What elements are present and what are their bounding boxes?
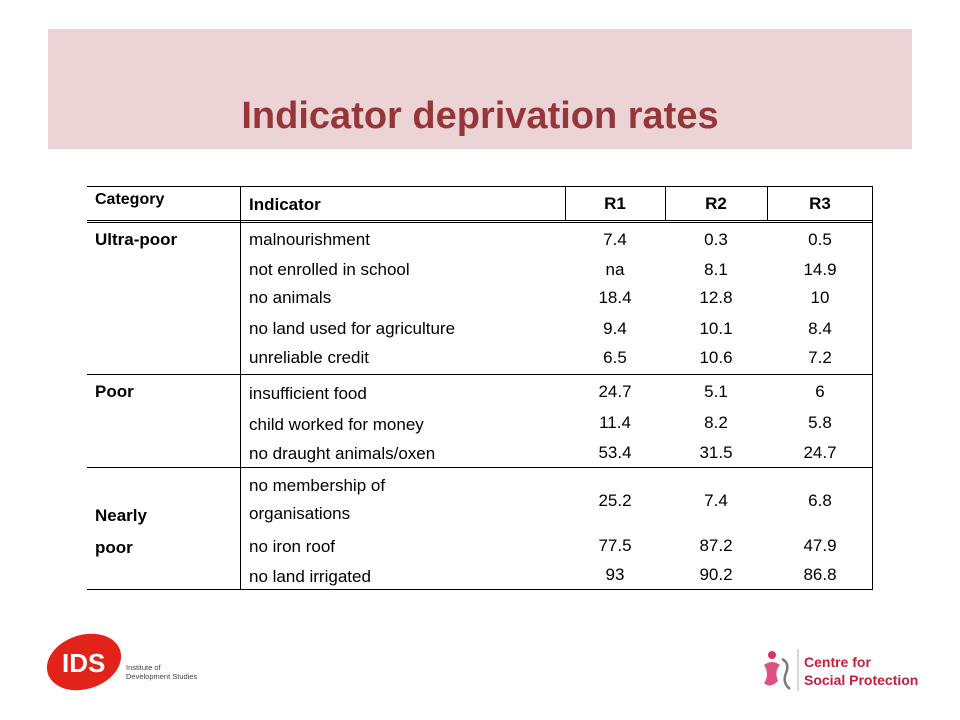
r2-cell: 7.4	[704, 491, 728, 510]
csp-logo-figure	[764, 662, 780, 686]
indicator-cell: no iron roof	[249, 537, 335, 556]
indicator-cell: not enrolled in school	[249, 260, 410, 279]
header-r1: R1	[604, 194, 626, 213]
r3-cell: 7.2	[808, 348, 832, 367]
indicator-cell: malnourishment	[249, 230, 370, 249]
indicator-cell: no draught animals/oxen	[249, 444, 436, 463]
category-poor: Poor	[95, 382, 134, 401]
table-header-row	[87, 186, 873, 223]
category-ultra-poor: Ultra-poor	[95, 230, 178, 249]
r3-cell: 0.5	[808, 230, 832, 249]
ids-name-line2: Development Studies	[126, 672, 198, 681]
csp-logo-head	[768, 651, 776, 659]
r3-cell: 5.8	[808, 413, 832, 432]
indicator-cell: no membership of	[249, 476, 386, 495]
ids-logo-mark	[46, 633, 122, 691]
r3-cell: 24.7	[803, 443, 837, 462]
indicator-cell: child worked for money	[249, 415, 424, 434]
category-nearly-poor-line1: Nearly	[95, 506, 147, 525]
r3-cell: 47.9	[803, 536, 837, 555]
r1-cell: 7.4	[603, 230, 627, 249]
r2-cell: 0.3	[704, 230, 728, 249]
slide-title: Indicator deprivation rates	[241, 95, 719, 137]
csp-name-line2: Social Protection	[804, 672, 918, 688]
r1-cell: na	[605, 260, 625, 279]
r3-cell: 6	[815, 382, 825, 401]
divider-vertical	[565, 186, 566, 221]
r3-cell: 6.8	[808, 491, 832, 510]
indicator-cell: no land irrigated	[249, 567, 371, 586]
r2-cell: 10.1	[699, 319, 733, 338]
table-bottom-border	[87, 589, 873, 590]
indicator-cell: unreliable credit	[249, 348, 370, 367]
r2-cell: 8.1	[704, 260, 728, 279]
category-nearly-poor-line2: poor	[95, 538, 133, 557]
group-separator	[87, 467, 873, 468]
r2-cell: 87.2	[699, 536, 733, 555]
r2-cell: 90.2	[699, 565, 733, 584]
r1-cell: 53.4	[598, 443, 632, 462]
group-separator	[87, 374, 873, 375]
header-r3: R3	[809, 194, 831, 213]
r1-cell: 25.2	[598, 491, 632, 510]
divider-vertical	[872, 186, 873, 590]
csp-logo-swoosh	[781, 657, 791, 690]
r2-cell: 8.2	[704, 413, 728, 432]
header-r2: R2	[705, 194, 727, 213]
r3-cell: 10	[810, 288, 830, 307]
csp-logo: Centre for Social Protection	[764, 649, 918, 691]
divider-vertical	[767, 186, 768, 221]
r1-cell: 6.5	[603, 348, 627, 367]
indicator-cell: insufficient food	[249, 384, 367, 403]
r3-cell: 14.9	[803, 260, 837, 279]
r3-cell: 8.4	[808, 319, 832, 338]
csp-name-line1: Centre for	[804, 654, 871, 670]
ids-logo: IDS Institute of Development Studies	[46, 633, 198, 691]
header-category: Category	[95, 191, 165, 208]
title-band: Indicator deprivation rates	[48, 29, 912, 149]
divider-vertical	[240, 186, 241, 590]
r1-cell: 77.5	[598, 536, 632, 555]
r1-cell: 18.4	[598, 288, 632, 307]
r2-cell: 12.8	[699, 288, 733, 307]
r2-cell: 10.6	[699, 348, 733, 367]
ids-logo-text: IDS	[62, 648, 105, 678]
header-indicator: Indicator	[249, 195, 321, 214]
r3-cell: 86.8	[803, 565, 837, 584]
indicator-cell: no animals	[249, 288, 332, 307]
r1-cell: 9.4	[603, 319, 627, 338]
r1-cell: 11.4	[599, 413, 631, 432]
r2-cell: 31.5	[699, 443, 733, 462]
indicator-cell: organisations	[249, 504, 351, 523]
ids-name-line1: Institute of	[126, 663, 162, 672]
r1-cell: 93	[605, 565, 625, 584]
r2-cell: 5.1	[704, 382, 728, 401]
indicator-cell: no land used for agriculture	[249, 319, 456, 338]
divider-vertical	[665, 186, 666, 221]
r1-cell: 24.7	[598, 382, 632, 401]
